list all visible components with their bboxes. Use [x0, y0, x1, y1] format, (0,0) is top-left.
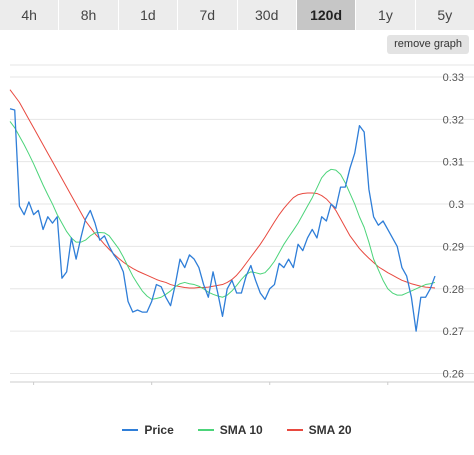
range-tab-1d[interactable]: 1d: [118, 0, 178, 30]
y-tick-label: 0.31: [443, 157, 464, 169]
legend-swatch: [122, 429, 139, 431]
y-tick-label: 0.3: [449, 199, 464, 211]
range-tab-7d[interactable]: 7d: [178, 0, 237, 30]
chart-grid: [10, 64, 474, 375]
series-line-sma-10: [9, 121, 436, 300]
range-tab-5y[interactable]: 5y: [415, 0, 474, 30]
remove-graph-button[interactable]: remove graph: [387, 35, 469, 54]
y-tick-label: 0.27: [443, 326, 464, 338]
y-tick-label: 0.33: [443, 72, 464, 84]
legend-label: Price: [144, 423, 174, 437]
range-tab-1y[interactable]: 1y: [356, 0, 415, 30]
legend-swatch: [286, 429, 303, 431]
chart-series: [9, 89, 436, 332]
legend-label: SMA 20: [308, 423, 352, 437]
series-line-sma-20: [9, 89, 436, 289]
y-tick-label: 0.32: [443, 114, 464, 126]
chart-legend: Price SMA 10 SMA 20: [0, 420, 474, 440]
legend-label: SMA 10: [219, 423, 263, 437]
legend-item-sma-10[interactable]: SMA 10: [197, 423, 263, 437]
price-chart: 0.330.320.310.30.290.280.270.26Nov '25De…: [9, 64, 474, 385]
legend-item-price[interactable]: Price: [122, 423, 174, 437]
legend-swatch: [197, 429, 214, 431]
legend-item-sma-20[interactable]: SMA 20: [286, 423, 352, 437]
time-range-selector: 4h 8h 1d 7d 30d 120d 1y 5y: [0, 0, 474, 30]
range-tab-120d[interactable]: 120d: [296, 0, 356, 30]
series-line-price: [9, 108, 436, 332]
range-tab-8h[interactable]: 8h: [59, 0, 118, 30]
y-tick-label: 0.29: [443, 241, 464, 253]
range-tab-30d[interactable]: 30d: [237, 0, 296, 30]
y-tick-label: 0.28: [443, 284, 464, 296]
chart-axes: 0.330.320.310.30.290.280.270.26Nov '25De…: [10, 72, 474, 385]
range-tab-4h[interactable]: 4h: [0, 0, 59, 30]
y-tick-label: 0.26: [443, 369, 464, 381]
